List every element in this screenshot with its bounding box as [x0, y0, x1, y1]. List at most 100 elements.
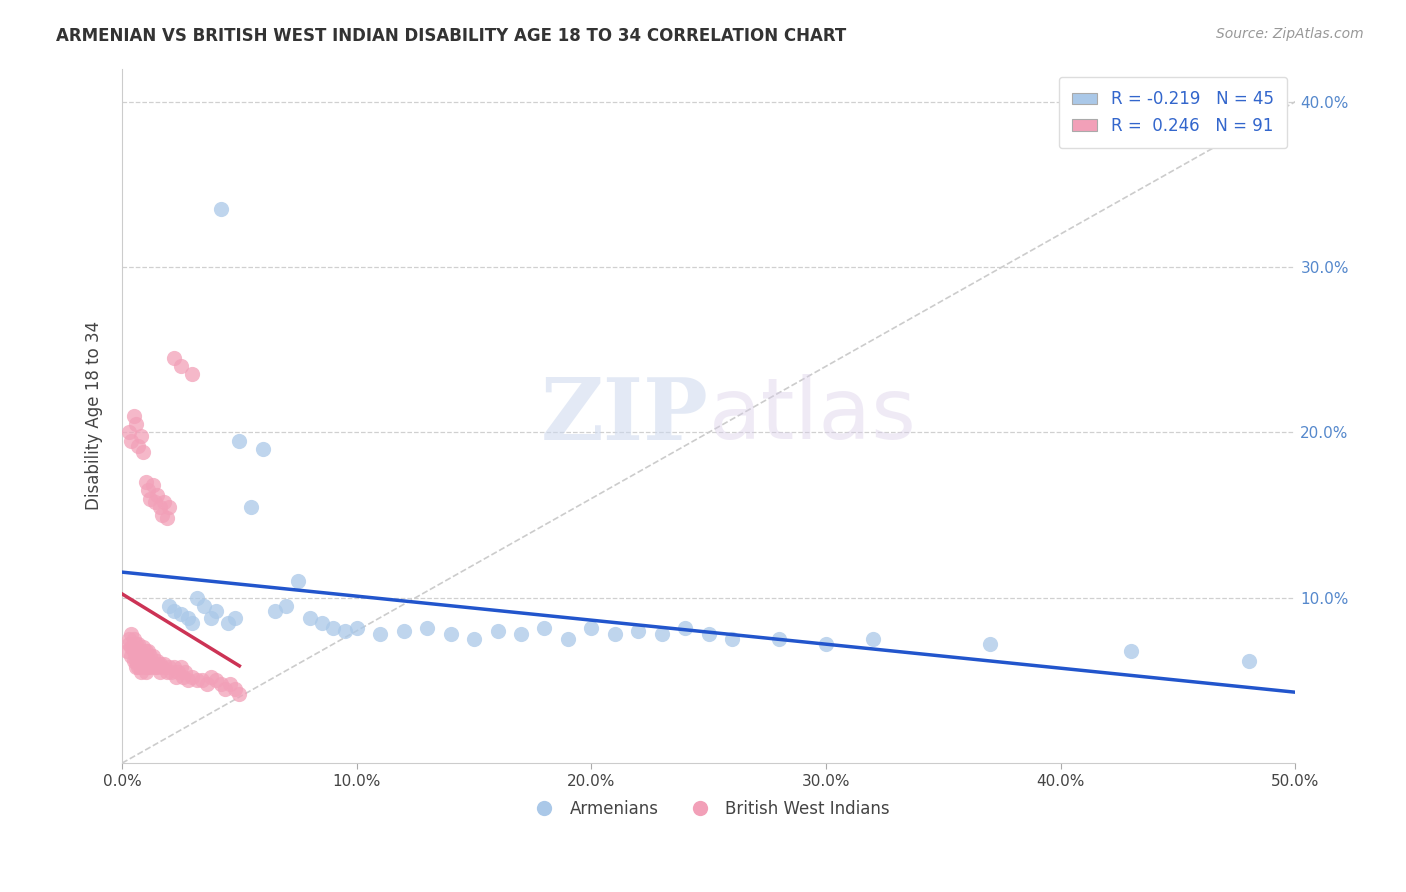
- Point: [191, 673, 214, 688]
- Point: [120, 640, 142, 655]
- Point: [156, 665, 179, 680]
- Point: [1237, 654, 1260, 668]
- Point: [122, 643, 145, 657]
- Point: [463, 632, 485, 646]
- Point: [200, 610, 222, 624]
- Point: [486, 624, 509, 638]
- Point: [118, 425, 141, 440]
- Point: [160, 665, 183, 680]
- Point: [209, 202, 232, 216]
- Point: [122, 654, 145, 668]
- Point: [139, 491, 162, 506]
- Point: [127, 637, 149, 651]
- Point: [392, 624, 415, 638]
- Point: [129, 643, 152, 657]
- Point: [157, 599, 180, 613]
- Point: [156, 511, 179, 525]
- Point: [276, 599, 298, 613]
- Point: [132, 648, 155, 663]
- Point: [627, 624, 650, 638]
- Point: [136, 654, 159, 668]
- Point: [136, 660, 159, 674]
- Point: [333, 624, 356, 638]
- Point: [125, 648, 148, 663]
- Point: [132, 445, 155, 459]
- Point: [209, 677, 232, 691]
- Point: [651, 627, 673, 641]
- Point: [122, 640, 145, 655]
- Point: [181, 670, 204, 684]
- Point: [815, 637, 838, 651]
- Point: [768, 632, 790, 646]
- Point: [193, 599, 215, 613]
- Point: [224, 610, 246, 624]
- Point: [228, 434, 250, 448]
- Point: [122, 409, 145, 423]
- Point: [170, 359, 193, 374]
- Point: [132, 654, 155, 668]
- Point: [134, 660, 156, 674]
- Point: [322, 620, 344, 634]
- Point: [120, 627, 142, 641]
- Point: [157, 660, 180, 674]
- Point: [181, 615, 204, 630]
- Point: [167, 665, 190, 680]
- Point: [163, 604, 186, 618]
- Point: [165, 670, 187, 684]
- Point: [134, 643, 156, 657]
- Point: [368, 627, 391, 641]
- Point: [120, 648, 142, 663]
- Point: [146, 660, 169, 674]
- Point: [439, 627, 461, 641]
- Point: [153, 657, 176, 671]
- Point: [195, 677, 218, 691]
- Point: [134, 665, 156, 680]
- Point: [172, 670, 194, 684]
- Point: [142, 478, 165, 492]
- Point: [298, 610, 321, 624]
- Point: [153, 495, 176, 509]
- Point: [163, 660, 186, 674]
- Point: [149, 665, 172, 680]
- Point: [263, 604, 285, 618]
- Point: [150, 660, 173, 674]
- Point: [134, 648, 156, 663]
- Point: [129, 665, 152, 680]
- Point: [139, 648, 162, 663]
- Point: [127, 660, 149, 674]
- Point: [416, 620, 439, 634]
- Text: atlas: atlas: [709, 375, 917, 458]
- Point: [346, 620, 368, 634]
- Point: [125, 654, 148, 668]
- Point: [177, 610, 200, 624]
- Point: [697, 627, 720, 641]
- Point: [127, 643, 149, 657]
- Point: [603, 627, 626, 641]
- Point: [224, 681, 246, 696]
- Point: [150, 508, 173, 522]
- Point: [149, 500, 172, 514]
- Text: Source: ZipAtlas.com: Source: ZipAtlas.com: [1216, 27, 1364, 41]
- Y-axis label: Disability Age 18 to 34: Disability Age 18 to 34: [86, 321, 103, 510]
- Point: [136, 483, 159, 498]
- Point: [157, 500, 180, 514]
- Point: [129, 660, 152, 674]
- Point: [557, 632, 579, 646]
- Point: [533, 620, 555, 634]
- Point: [127, 657, 149, 671]
- Point: [129, 654, 152, 668]
- Point: [139, 657, 162, 671]
- Point: [146, 654, 169, 668]
- Point: [240, 500, 263, 514]
- Point: [214, 681, 236, 696]
- Point: [510, 627, 533, 641]
- Point: [136, 643, 159, 657]
- Point: [142, 648, 165, 663]
- Point: [170, 660, 193, 674]
- Point: [142, 657, 165, 671]
- Point: [181, 368, 204, 382]
- Point: [205, 604, 228, 618]
- Point: [146, 488, 169, 502]
- Point: [186, 591, 208, 605]
- Point: [979, 637, 1001, 651]
